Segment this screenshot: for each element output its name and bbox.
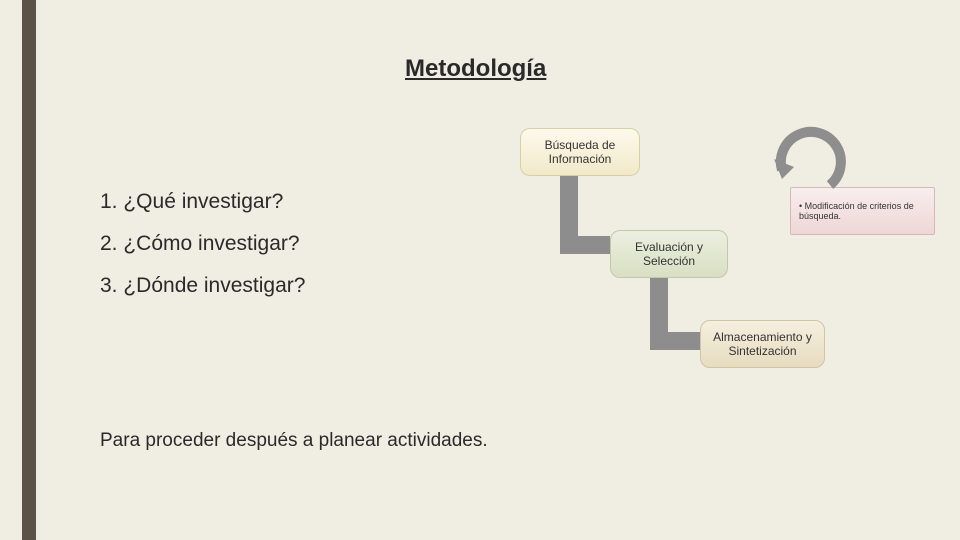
page-title: Metodología [405, 55, 546, 83]
list-item: 1. ¿Qué investigar? [100, 190, 305, 214]
flow-node-search: Búsqueda de Información [520, 128, 640, 176]
list-item: 3. ¿Dónde investigar? [100, 274, 305, 298]
feedback-arrow-icon [770, 125, 850, 190]
question-list: 1. ¿Qué investigar? 2. ¿Cómo investigar?… [100, 190, 305, 316]
flow-node-evaluate: Evaluación y Selección [610, 230, 728, 278]
list-item: 2. ¿Cómo investigar? [100, 232, 305, 256]
footer-text: Para proceder después a planear activida… [100, 430, 488, 452]
sidebar-accent [22, 0, 36, 540]
side-note-criteria: • Modificación de criterios de búsqueda. [790, 187, 935, 235]
flow-node-store: Almacenamiento y Sintetización [700, 320, 825, 368]
flow-node-label: Evaluación y Selección [611, 240, 727, 269]
flow-node-label: Búsqueda de Información [521, 138, 639, 167]
side-note-label: • Modificación de criterios de búsqueda. [799, 201, 926, 221]
flow-node-label: Almacenamiento y Sintetización [701, 330, 824, 359]
